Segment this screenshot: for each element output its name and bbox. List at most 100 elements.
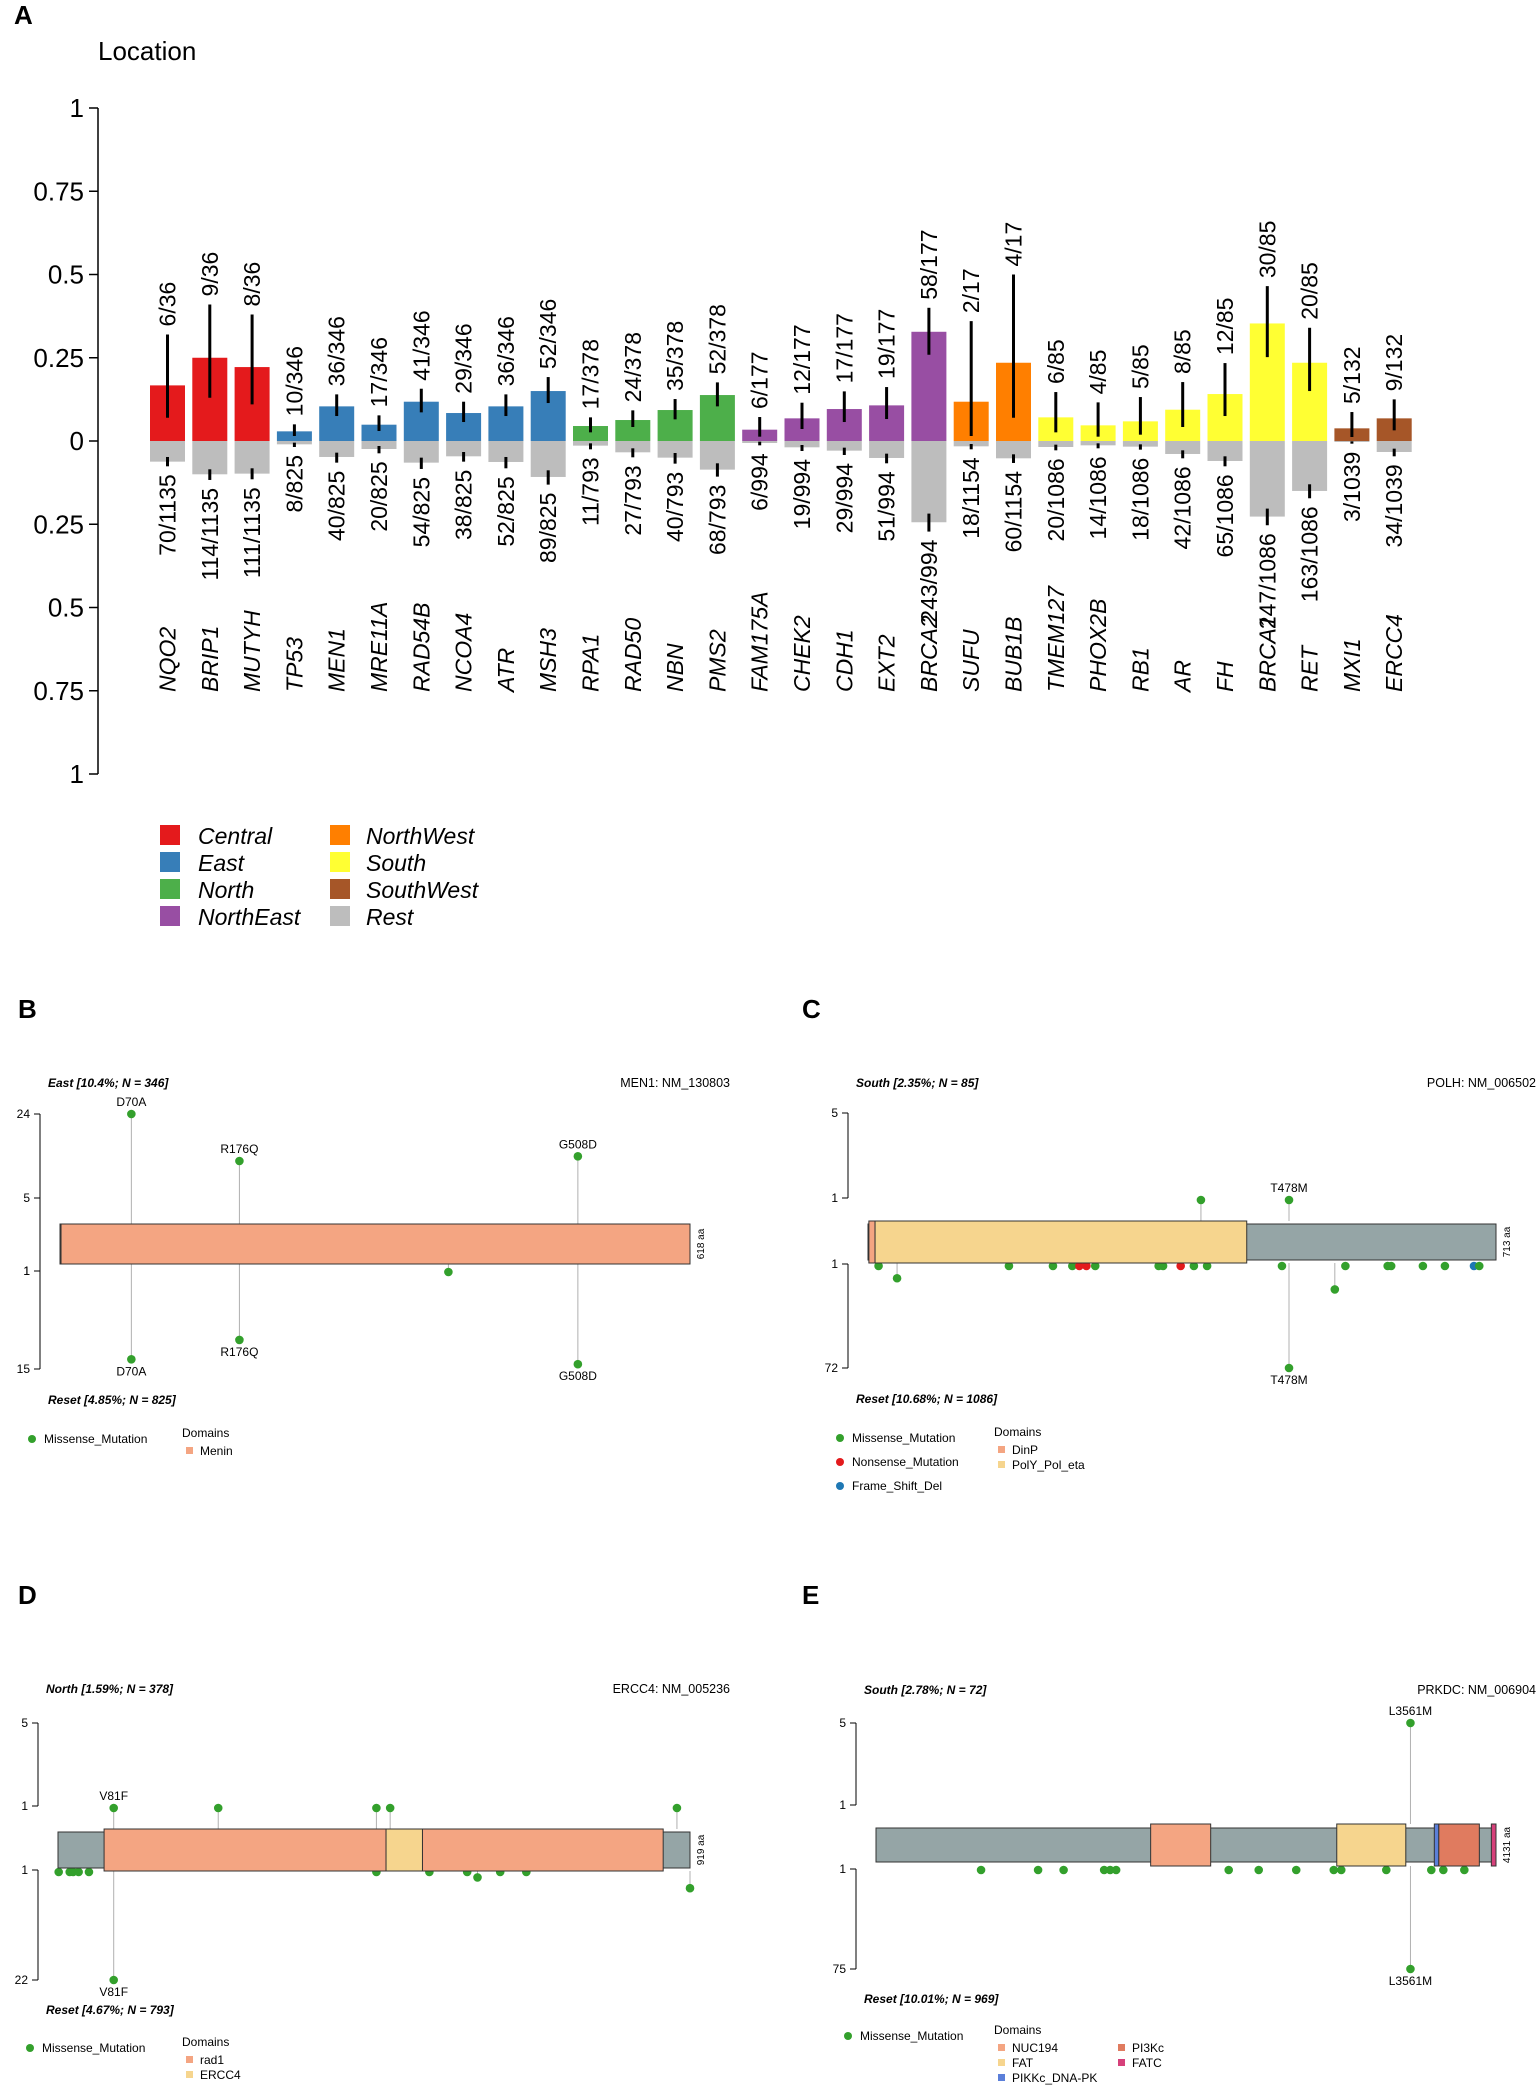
count-label-region: 10/346: [281, 346, 307, 416]
top-group-label: South [2.35%; N = 85]: [856, 1076, 979, 1090]
protein-length-label: 713 aa: [1502, 1226, 1513, 1257]
bar-region: [784, 418, 820, 441]
bottom-group-label: Reset [10.68%; N = 1086]: [856, 1392, 998, 1406]
bottom-group-label: Reset [4.67%; N = 793]: [46, 2003, 175, 2017]
legend-dot: [836, 1458, 844, 1466]
count-label-region: 17/177: [831, 313, 857, 383]
mutation-label: R176Q: [220, 1142, 258, 1156]
count-label-rest: 65/1086: [1212, 474, 1238, 557]
top-tick-label: 5: [23, 1191, 30, 1205]
mutation-dot-missense: [1196, 1195, 1206, 1205]
legend-domain-label: FAT: [1012, 2056, 1034, 2070]
mutation-dot-missense: [473, 1873, 482, 1882]
protein-length-label: 4131 aa: [1502, 1826, 1513, 1863]
mutation-label: D70A: [116, 1095, 146, 1109]
legend-domains-title: Domains: [182, 1426, 229, 1440]
mutation-dot-missense: [1336, 1865, 1346, 1875]
mutation-dot-missense: [127, 1109, 136, 1119]
count-label-rest: 111/1135: [239, 487, 265, 578]
mutation-dot-missense: [74, 1867, 83, 1877]
protein-length-label: 919 aa: [696, 1834, 707, 1865]
gene-group-nbn: 35/378 40/793 NBN: [657, 321, 693, 692]
gene-label: ATR: [493, 648, 519, 694]
gene-group-fh: 12/85 65/1086 FH: [1207, 298, 1243, 692]
mutation-label: G508D: [559, 1137, 597, 1151]
count-label-rest: 54/825: [408, 477, 434, 547]
bar-region: [573, 426, 608, 441]
mutation-dot-missense: [235, 1335, 244, 1345]
bottom-tick-label: 1: [21, 1863, 28, 1877]
count-label-region: 9/36: [197, 252, 223, 297]
count-label-region: 4/85: [1085, 350, 1111, 395]
gene-label: BRCA2: [916, 615, 942, 692]
bar-rest: [784, 441, 820, 448]
mutation-dot-missense: [1254, 1865, 1264, 1875]
mutation-dot-nonsense: [1176, 1261, 1185, 1271]
gene-label: MSH3: [535, 628, 561, 692]
bar-rest: [1376, 441, 1412, 452]
gene-group-cdh1: 17/177 29/994 CDH1: [826, 313, 862, 692]
legend-domain-label: DinP: [1012, 1443, 1038, 1457]
gene-group-ncoa4: 29/346 38/825 NCOA4: [446, 323, 482, 692]
legend-domain-label: PIKKc_DNA-PK: [1012, 2071, 1097, 2085]
mutation-dot-missense: [976, 1865, 986, 1875]
count-label-rest: 52/825: [493, 476, 519, 546]
domain-rad1: [421, 1828, 664, 1872]
gene-label: MEN1: [324, 628, 350, 692]
count-label-rest: 60/1154: [1001, 471, 1027, 553]
bar-rest: [1292, 441, 1328, 491]
bottom-tick-label: 1: [23, 1264, 30, 1278]
mutation-dot-missense: [109, 1803, 119, 1813]
mutation-dot-nonsense: [1075, 1261, 1084, 1271]
gene-label: CHEK2: [789, 615, 815, 692]
legend-mutation-label: Missense_Mutation: [44, 1432, 147, 1446]
top-tick-label: 24: [17, 1107, 31, 1121]
count-label-rest: 114/1135: [197, 488, 223, 581]
gene-group-rpa1: 17/378 11/793 RPA1: [573, 339, 608, 692]
domain-fatc: [1490, 1823, 1497, 1867]
mutation-dot-missense: [1277, 1261, 1287, 1271]
legend-domain-label: NUC194: [1012, 2041, 1058, 2055]
bottom-tick-label: 72: [825, 1361, 839, 1375]
gene-label: AR: [1170, 660, 1196, 694]
gene-label: MUTYH: [239, 610, 265, 692]
count-label-region: 5/132: [1339, 346, 1365, 404]
bar-rest: [953, 441, 989, 447]
count-label-rest: 8/825: [281, 455, 307, 513]
mutation-dot-nonsense: [1082, 1261, 1091, 1271]
legend-dot: [28, 1435, 36, 1443]
mutation-dot-missense: [892, 1273, 902, 1283]
legend-swatch: [330, 879, 350, 899]
bar-region: [361, 424, 397, 441]
gene-group-rad54b: 41/346 54/825 RAD54B: [403, 310, 439, 692]
top-tick-label: 1: [831, 1191, 838, 1205]
count-label-region: 24/378: [620, 332, 646, 402]
legend-mutation-label: Missense_Mutation: [852, 1431, 955, 1445]
bar-region: [276, 431, 312, 441]
mutation-dot-missense: [1329, 1865, 1339, 1875]
bar-rest: [361, 441, 397, 449]
mutation-dot-missense: [672, 1803, 682, 1813]
legend-dot: [844, 2032, 852, 2040]
count-label-rest: 163/1086: [1297, 506, 1323, 602]
legend-label: East: [198, 850, 246, 876]
bar-rest: [276, 441, 312, 445]
mutation-dot-missense: [1048, 1261, 1058, 1271]
top-tick-label: 1: [23, 1264, 30, 1278]
mutation-dot-missense: [54, 1867, 63, 1877]
bottom-tick-label: 1: [831, 1257, 838, 1271]
legend-domains-title: Domains: [182, 2035, 229, 2049]
count-label-region: 41/346: [408, 310, 434, 380]
count-label-rest: 51/994: [874, 471, 900, 542]
mutation-dot-missense: [1406, 1964, 1415, 1974]
bar-rest: [1080, 441, 1116, 446]
legend-label: Rest: [366, 904, 415, 930]
bar-rest: [1122, 441, 1158, 447]
bar-rest: [150, 441, 185, 462]
legend-domain-swatch: [998, 1461, 1005, 1468]
y-tick-label: 0.5: [48, 593, 84, 623]
y-tick-label: 0.5: [48, 260, 84, 290]
top-group-label: North [1.59%; N = 378]: [46, 1682, 174, 1696]
mutation-label: G508D: [559, 1369, 597, 1383]
mutation-label: T478M: [1270, 1373, 1307, 1387]
